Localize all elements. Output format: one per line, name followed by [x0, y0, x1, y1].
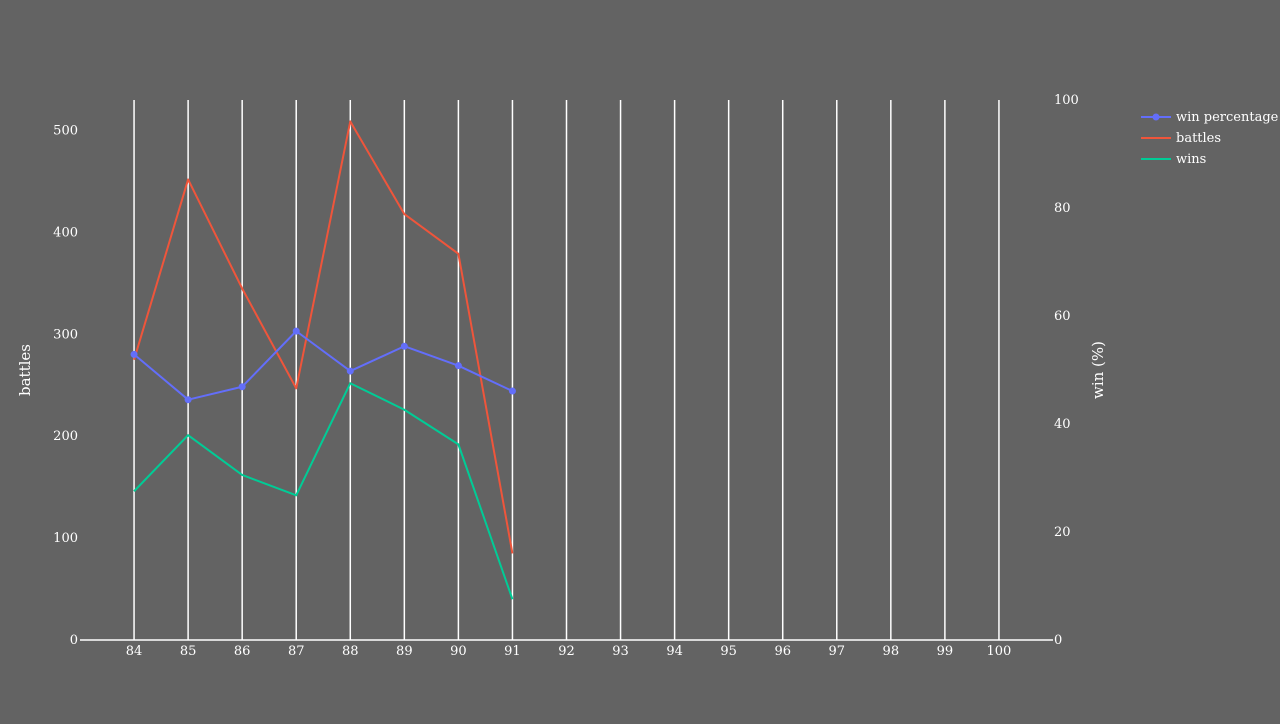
- legend-label: wins: [1176, 152, 1206, 167]
- series-line-battles: [133, 120, 514, 554]
- left-y-axis-title: battles: [16, 344, 34, 396]
- legend[interactable]: win percentage battles wins: [1141, 110, 1279, 167]
- x-tick-label: 100: [987, 644, 1012, 659]
- right-y-tick-label: 100: [1054, 93, 1079, 108]
- right-y-tick-labels: 0 20 40 60 80 100: [1054, 93, 1079, 648]
- legend-item-win-percentage[interactable]: win percentage: [1141, 110, 1279, 125]
- x-tick-label: 98: [883, 644, 900, 659]
- right-y-tick-label: 40: [1054, 417, 1071, 432]
- data-point-win-percentage: [130, 350, 138, 358]
- left-y-tick-labels: 0 100 200 300 400 500: [53, 124, 78, 648]
- legend-item-battles[interactable]: battles: [1141, 131, 1221, 146]
- series-line-wins: [133, 382, 514, 600]
- data-point-win-percentage: [238, 383, 246, 391]
- x-tick-label: 92: [558, 644, 575, 659]
- x-tick-label: 91: [504, 644, 521, 659]
- x-tick-label: 95: [720, 644, 737, 659]
- x-tick-label: 93: [612, 644, 629, 659]
- legend-marker: [1152, 113, 1160, 121]
- data-point-win-percentage: [292, 327, 300, 335]
- legend-item-wins[interactable]: wins: [1141, 152, 1206, 167]
- left-y-tick-label: 500: [53, 124, 78, 139]
- right-y-axis-title: win (%): [1089, 341, 1107, 399]
- x-tick-labels: 84 85 86 87 88 89 90 91 92 93 94 95 96 97 98 99 100: [126, 644, 1012, 659]
- data-point-win-percentage: [184, 396, 192, 404]
- grid: [133, 100, 1000, 640]
- x-tick-label: 89: [396, 644, 413, 659]
- x-tick-label: 85: [180, 644, 197, 659]
- x-tick-label: 94: [666, 644, 683, 659]
- data-point-win-percentage: [400, 342, 408, 350]
- left-y-tick-label: 0: [70, 633, 78, 648]
- x-tick-label: 84: [126, 644, 143, 659]
- left-y-tick-label: 400: [53, 225, 78, 240]
- right-y-tick-label: 20: [1054, 525, 1071, 540]
- data-point-win-percentage: [454, 362, 462, 370]
- x-tick-label: 88: [342, 644, 359, 659]
- x-tick-label: 99: [937, 644, 954, 659]
- left-y-tick-label: 100: [53, 531, 78, 546]
- x-tick-label: 97: [829, 644, 846, 659]
- legend-label: win percentage: [1176, 110, 1279, 125]
- legend-label: battles: [1176, 131, 1221, 146]
- x-tick-label: 96: [774, 644, 791, 659]
- right-y-tick-label: 0: [1054, 633, 1062, 648]
- right-y-tick-label: 60: [1054, 309, 1071, 324]
- right-y-tick-label: 80: [1054, 201, 1071, 216]
- x-tick-label: 90: [450, 644, 467, 659]
- series: [130, 120, 516, 600]
- x-tick-label: 87: [288, 644, 305, 659]
- series-line-win-percentage: [133, 330, 513, 401]
- left-y-tick-label: 200: [53, 429, 78, 444]
- x-tick-label: 86: [234, 644, 251, 659]
- left-y-tick-label: 300: [53, 327, 78, 342]
- data-point-win-percentage: [508, 387, 516, 395]
- data-point-win-percentage: [346, 367, 354, 375]
